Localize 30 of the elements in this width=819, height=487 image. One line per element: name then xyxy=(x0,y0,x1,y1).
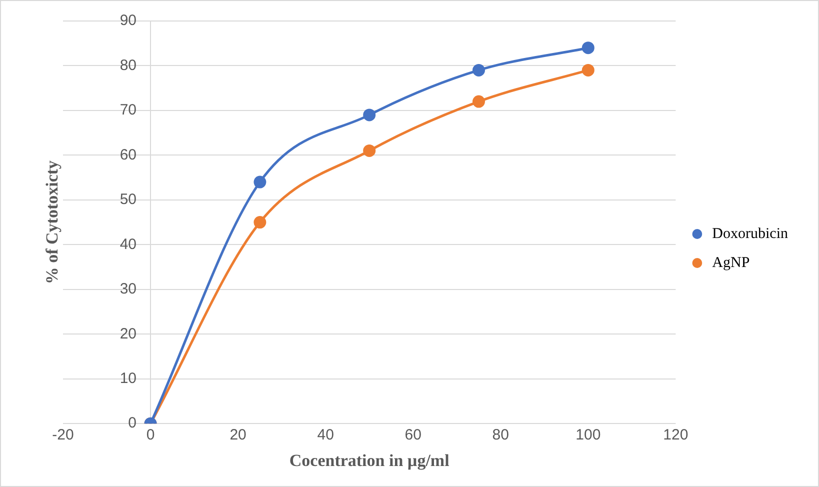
y-axis-title: % of Cytotoxicty xyxy=(42,160,62,284)
legend-label: AgNP xyxy=(712,254,750,271)
y-tick-label: 50 xyxy=(120,191,137,208)
x-tick-label: 100 xyxy=(576,426,601,444)
y-tick-label: 70 xyxy=(120,102,137,119)
x-axis-title: Cocentration in µg/ml xyxy=(289,451,450,470)
point xyxy=(472,95,485,108)
y-tick-label: 10 xyxy=(120,370,137,388)
x-tick-label: 120 xyxy=(663,426,688,444)
y-tick-label: 0 xyxy=(128,414,137,432)
y-tick-label: 40 xyxy=(120,236,137,253)
x-tick-label: -20 xyxy=(52,426,74,444)
point xyxy=(254,216,266,229)
y-tick-label: 60 xyxy=(120,146,137,164)
x-tick-label: 80 xyxy=(492,426,509,444)
x-tick-label: 40 xyxy=(317,426,334,444)
point xyxy=(582,42,594,54)
point xyxy=(472,64,485,76)
point xyxy=(363,108,376,122)
legend-label: Doxorubicin xyxy=(712,226,788,242)
point xyxy=(254,176,266,188)
x-tick-label: 0 xyxy=(146,426,155,444)
x-tick-label: 60 xyxy=(404,426,422,444)
y-tick-label: 30 xyxy=(120,280,137,298)
y-tick-label: 20 xyxy=(120,325,137,342)
y-tick-label: 80 xyxy=(120,56,137,74)
y-tick-label: 90 xyxy=(120,12,137,30)
point xyxy=(582,64,594,76)
x-tick-label: 20 xyxy=(230,426,246,444)
point xyxy=(363,144,376,157)
